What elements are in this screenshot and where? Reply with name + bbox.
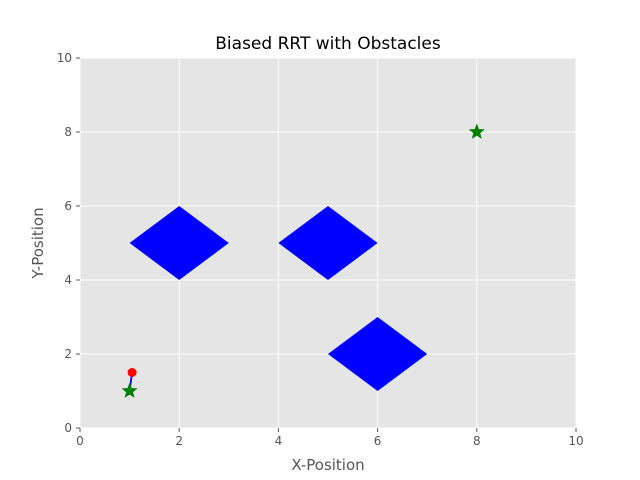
chart-title: Biased RRT with Obstacles	[215, 34, 441, 54]
x-tick-label: 8	[473, 434, 481, 448]
markers	[121, 123, 485, 398]
obstacle-diamond	[278, 206, 378, 280]
x-tick-label: 4	[275, 434, 283, 448]
x-tick-label: 10	[568, 434, 583, 448]
x-axis-label: X-Position	[291, 456, 364, 474]
y-tick-label: 10	[57, 51, 72, 65]
ticks: 0 2 4 6 8 10 0 2 4 6 8 10	[57, 51, 584, 448]
y-tick-label: 8	[64, 125, 72, 139]
start-star-marker	[121, 382, 138, 398]
goal-star-marker	[468, 123, 485, 139]
obstacle-diamond	[328, 317, 428, 391]
y-tick-label: 0	[64, 421, 72, 435]
obstacle-diamond	[129, 206, 229, 280]
y-tick-label: 2	[64, 347, 72, 361]
x-tick-label: 2	[175, 434, 183, 448]
tree-node-point	[127, 368, 137, 377]
y-tick-label: 4	[64, 273, 72, 287]
y-axis-label: Y-Position	[29, 207, 47, 279]
x-tick-label: 0	[76, 434, 84, 448]
y-tick-label: 6	[64, 199, 72, 213]
obstacles	[129, 206, 428, 391]
x-tick-label: 6	[374, 434, 382, 448]
